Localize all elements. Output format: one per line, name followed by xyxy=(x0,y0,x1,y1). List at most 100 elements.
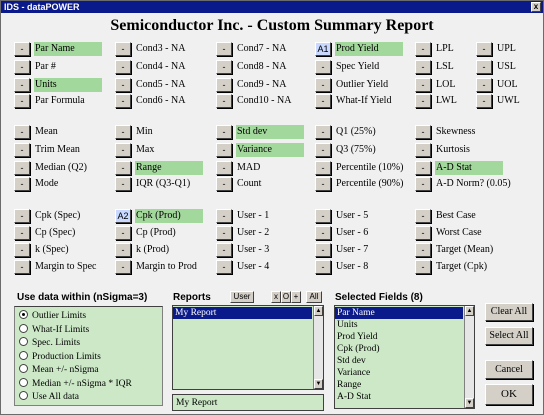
scroll-up-icon[interactable]: ▲ xyxy=(314,306,323,316)
field-toggle-button[interactable]: - xyxy=(415,94,431,108)
field-toggle-button[interactable]: - xyxy=(14,125,30,139)
field-toggle-button[interactable]: - xyxy=(216,60,232,74)
field-label[interactable]: Cpk (Prod) xyxy=(135,209,203,223)
field-label[interactable]: User - 1 xyxy=(237,210,270,221)
field-label[interactable]: LOL xyxy=(436,79,456,90)
field-toggle-button[interactable]: - xyxy=(415,226,431,240)
field-label[interactable]: Best Case xyxy=(436,210,476,221)
field-toggle-button[interactable]: - xyxy=(216,226,232,240)
field-toggle-button[interactable]: - xyxy=(115,243,131,257)
select-all-button[interactable]: Select All xyxy=(485,327,533,345)
field-toggle-button[interactable]: - xyxy=(415,125,431,139)
field-toggle-button[interactable]: A2 xyxy=(115,209,131,223)
field-label[interactable]: User - 5 xyxy=(336,210,369,221)
field-toggle-button[interactable]: - xyxy=(315,177,331,191)
use-data-option[interactable]: Spec. Limits xyxy=(19,337,80,350)
field-toggle-button[interactable]: - xyxy=(415,161,431,175)
field-toggle-button[interactable]: - xyxy=(315,78,331,92)
field-toggle-button[interactable]: - xyxy=(14,42,30,56)
use-data-option[interactable]: What-If Limits xyxy=(19,323,89,337)
field-label[interactable]: Median (Q2) xyxy=(35,162,87,173)
field-label[interactable]: k (Prod) xyxy=(136,244,170,255)
field-label[interactable]: Cp (Spec) xyxy=(35,227,76,238)
field-label[interactable]: Cond8 - NA xyxy=(237,61,287,72)
field-toggle-button[interactable]: - xyxy=(315,243,331,257)
field-label[interactable]: IQR (Q3-Q1) xyxy=(136,178,191,189)
clear-all-button[interactable]: Clear All xyxy=(485,303,533,321)
scroll-down-icon[interactable]: ▼ xyxy=(465,398,474,408)
field-label[interactable]: Margin to Spec xyxy=(35,261,97,272)
field-toggle-button[interactable]: - xyxy=(315,209,331,223)
field-label[interactable]: Par Name xyxy=(34,42,102,56)
field-label[interactable]: User - 8 xyxy=(336,261,369,272)
field-toggle-button[interactable]: - xyxy=(216,161,232,175)
field-toggle-button[interactable]: - xyxy=(315,94,331,108)
field-toggle-button[interactable]: - xyxy=(415,78,431,92)
field-label[interactable]: Max xyxy=(136,144,155,155)
field-toggle-button[interactable]: - xyxy=(115,143,131,157)
field-label[interactable]: Par Formula xyxy=(35,95,85,106)
field-toggle-button[interactable]: - xyxy=(14,177,30,191)
field-label[interactable]: Range xyxy=(135,161,203,175)
use-data-option[interactable]: Mean +/- nSigma xyxy=(19,364,99,377)
field-label[interactable]: Target (Cpk) xyxy=(436,261,488,272)
field-label[interactable]: MAD xyxy=(237,162,261,173)
field-toggle-button[interactable]: - xyxy=(216,94,232,108)
scroll-up-icon[interactable]: ▲ xyxy=(465,306,474,316)
field-label[interactable]: Count xyxy=(237,178,262,189)
field-label[interactable]: Cond10 - NA xyxy=(237,95,292,106)
field-toggle-button[interactable]: - xyxy=(415,143,431,157)
field-label[interactable]: Target (Mean) xyxy=(436,244,494,255)
selected-field-item[interactable]: A-D Stat xyxy=(337,392,372,402)
field-label[interactable]: LSL xyxy=(436,61,454,72)
field-label[interactable]: User - 4 xyxy=(237,261,270,272)
field-toggle-button[interactable]: - xyxy=(115,94,131,108)
field-toggle-button[interactable]: - xyxy=(315,60,331,74)
field-label[interactable]: User - 2 xyxy=(237,227,270,238)
field-toggle-button[interactable]: - xyxy=(216,209,232,223)
field-label[interactable]: Percentile (90%) xyxy=(336,178,404,189)
field-label[interactable]: Cp (Prod) xyxy=(136,227,176,238)
field-toggle-button[interactable]: - xyxy=(415,60,431,74)
field-toggle-button[interactable]: - xyxy=(115,60,131,74)
selected-field-item[interactable]: Prod Yield xyxy=(337,332,378,342)
field-label[interactable]: UOL xyxy=(497,79,518,90)
field-label[interactable]: Prod Yield xyxy=(335,42,403,56)
selected-field-item[interactable]: Par Name xyxy=(335,307,463,319)
close-icon[interactable]: x xyxy=(531,2,541,12)
field-toggle-button[interactable]: - xyxy=(415,243,431,257)
field-label[interactable]: User - 6 xyxy=(336,227,369,238)
field-label[interactable]: Mean xyxy=(35,126,58,137)
selected-field-item[interactable]: Units xyxy=(337,320,358,330)
field-toggle-button[interactable]: - xyxy=(115,260,131,274)
field-label[interactable]: LWL xyxy=(436,95,457,106)
radio-icon[interactable] xyxy=(19,391,28,401)
field-toggle-button[interactable]: - xyxy=(415,260,431,274)
delete-report-icon[interactable]: x xyxy=(271,291,281,303)
field-toggle-button[interactable]: - xyxy=(315,161,331,175)
field-label[interactable]: Q3 (75%) xyxy=(336,144,376,155)
radio-icon[interactable] xyxy=(19,337,28,347)
field-label[interactable]: Std dev xyxy=(236,125,304,139)
field-label[interactable]: Skewness xyxy=(436,126,476,137)
field-toggle-button[interactable]: A1 xyxy=(315,42,331,56)
field-toggle-button[interactable]: - xyxy=(115,78,131,92)
field-toggle-button[interactable]: - xyxy=(14,143,30,157)
ok-button[interactable]: OK xyxy=(485,384,533,405)
field-label[interactable]: Trim Mean xyxy=(35,144,80,155)
use-data-option[interactable]: Outlier Limits xyxy=(19,310,86,323)
field-label[interactable]: Units xyxy=(34,78,102,92)
user-button[interactable]: User xyxy=(230,291,254,303)
field-toggle-button[interactable]: - xyxy=(14,260,30,274)
field-toggle-button[interactable]: - xyxy=(315,260,331,274)
radio-icon[interactable] xyxy=(19,323,28,333)
field-label[interactable]: Par # xyxy=(35,61,56,72)
field-label[interactable]: UWL xyxy=(497,95,520,106)
field-toggle-button[interactable]: - xyxy=(415,209,431,223)
field-label[interactable]: Cond4 - NA xyxy=(136,61,186,72)
field-label[interactable]: Spec Yield xyxy=(336,61,380,72)
selected-field-item[interactable]: Variance xyxy=(337,368,371,378)
field-toggle-button[interactable]: - xyxy=(415,42,431,56)
field-toggle-button[interactable]: - xyxy=(216,78,232,92)
field-toggle-button[interactable]: - xyxy=(476,78,492,92)
